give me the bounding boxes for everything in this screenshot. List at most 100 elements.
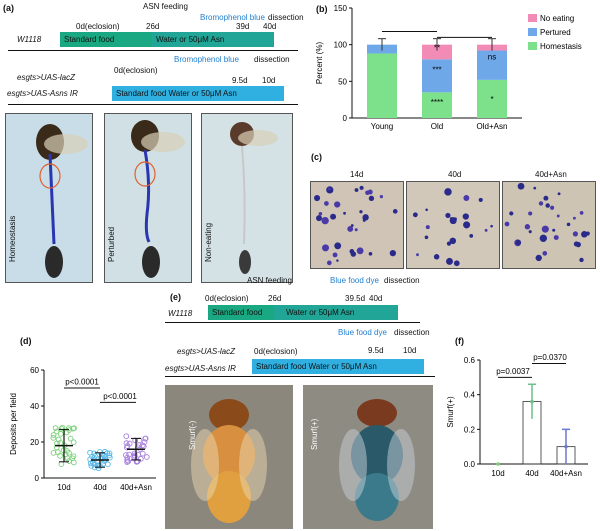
panel-e-label: (e) (170, 292, 181, 302)
d-point (126, 440, 133, 447)
e-time-0d-b: 0d(eclosion) (254, 347, 298, 356)
f-xtick-label: 10d (491, 469, 504, 478)
c-label-40d-asn: 40d+Asn (535, 170, 567, 179)
deposit-dot (509, 211, 514, 216)
d-xtick-label: 40d+Asn (120, 483, 152, 492)
e-time-9.5d: 9.5d (368, 346, 384, 355)
e-time-26d: 26d (268, 294, 282, 303)
time-9.5d: 9.5d (232, 76, 248, 85)
water-asn-bar: Water or 50μM Asn (152, 32, 274, 47)
panel-d-label: (d) (20, 336, 32, 346)
d-point (50, 435, 57, 441)
panel-b-label: (b) (316, 4, 328, 14)
b-sig-asn-bot: * (490, 95, 493, 104)
bromophenol-label-2: Bromophenol blue (174, 55, 239, 64)
d-xtick-label: 40d (93, 483, 106, 492)
deposit-dot (572, 216, 576, 220)
b-sig-asn-top: ns (488, 52, 496, 61)
b-bar-segment (422, 59, 452, 93)
chart-f: 0.0 0.2 0.4 0.6 Smurf(+) 10d 40d 40d+Asn p=0.003… (446, 353, 588, 478)
photo-smurf-positive (303, 385, 433, 529)
deposit-dot (362, 218, 366, 222)
b-bar-segment (477, 50, 507, 80)
d-p2: p<0.0001 (103, 392, 137, 401)
deposit-dot (453, 260, 460, 267)
f-point (530, 399, 534, 404)
panel-a-label: (a) (3, 3, 14, 13)
genotype-w1118: W1118 (17, 35, 42, 44)
e-standard-water-bar: Standard food Water or 50μM Asn (252, 359, 424, 374)
d-point (122, 452, 129, 458)
deposit-dot (334, 201, 341, 208)
standard-food-bar: Standard food (60, 32, 156, 47)
d-point (50, 432, 57, 438)
label-homeostasis: Homeostasis (8, 215, 17, 262)
d-p1: p<0.0001 (65, 377, 99, 386)
deposit-dot (350, 251, 357, 257)
deposit-dot (566, 222, 571, 227)
e-blue-dye: Blue food dye (330, 276, 379, 285)
e-genotype-w1118: W1118 (168, 309, 193, 318)
e-time-40d: 40d (369, 294, 383, 303)
deposit-dot (528, 230, 532, 234)
e-timeline-divider-2 (165, 376, 435, 377)
dissection-label: dissection (268, 13, 304, 22)
f-ytick-label: 0.6 (464, 356, 476, 365)
d-point (88, 462, 95, 469)
deposit-dot (524, 224, 531, 230)
d-point (123, 433, 130, 440)
deposit-dot (553, 235, 559, 241)
b-sig-old-mid: *** (432, 66, 441, 75)
f-p1: p=0.0037 (496, 367, 530, 376)
deposit-dot (528, 211, 533, 216)
deposit-dot (556, 214, 560, 218)
time-40d: 40d (263, 22, 277, 31)
deposit-dot (463, 195, 470, 201)
b-xtick-label: Young (371, 122, 393, 131)
deposit-dot (549, 205, 555, 210)
d-point (92, 453, 98, 459)
time-26d: 26d (146, 22, 160, 31)
deposit-dot (478, 197, 483, 203)
b-ytick-label: 50 (338, 77, 347, 86)
d-point (70, 453, 77, 460)
deposit-dot (572, 231, 579, 237)
deposit-dot (538, 201, 544, 206)
e-genotype-lacz: esgts>UAS-lacZ (177, 347, 236, 356)
e-time-0d: 0d(eclosion) (205, 294, 249, 303)
d-ylabel: Deposits per field (9, 393, 18, 455)
time-0d-b: 0d(eclosion) (114, 66, 158, 75)
deposit-dot (330, 213, 337, 220)
deposit-dot (543, 195, 549, 201)
d-point (134, 458, 141, 465)
d-point (70, 459, 77, 466)
deposit-dot (412, 212, 418, 218)
b-legend-swatch (528, 42, 537, 50)
e-water-asn-bar: Water or 50μM Asn (274, 305, 398, 320)
e-dissection-2: dissection (394, 328, 430, 337)
time-0d: 0d(eclosion) (76, 22, 120, 31)
c-label-14d: 14d (350, 170, 364, 179)
deposit-dot (444, 188, 452, 196)
f-p2: p=0.0370 (533, 353, 567, 362)
d-ytick-label: 60 (30, 366, 39, 375)
deposit-dot (469, 233, 474, 238)
deposit-dot (449, 237, 457, 245)
deposits-photo-40d-asn (502, 181, 596, 269)
b-legend-label: Pertured (540, 28, 571, 37)
deposit-dot (356, 247, 364, 255)
d-point (87, 460, 94, 467)
dissection-label-2: dissection (254, 55, 290, 64)
deposit-dot (585, 231, 590, 236)
f-ytick-label: 0.4 (464, 391, 476, 400)
deposit-dot (318, 211, 323, 216)
deposit-dot (425, 208, 428, 211)
e-genotype-asns-ir: esgts>UAS-Asns IR (165, 364, 236, 373)
b-sig-old-bot: **** (431, 98, 443, 107)
d-point (143, 454, 150, 460)
genotype-lacz: esgts>UAS-lacZ (17, 73, 76, 82)
deposit-dot (539, 234, 548, 243)
deposit-dot (316, 215, 322, 222)
deposit-dot (445, 212, 451, 219)
